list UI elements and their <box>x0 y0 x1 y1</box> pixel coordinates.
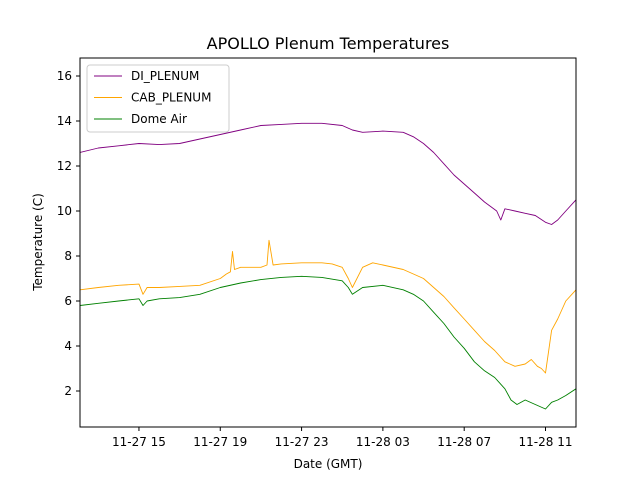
y-tick-label: 2 <box>64 384 72 398</box>
legend-label-cab-plenum: CAB_PLENUM <box>131 91 211 105</box>
legend-label-di-plenum: DI_PLENUM <box>131 69 199 83</box>
plot-frame <box>79 57 577 428</box>
legend-label-dome-air: Dome Air <box>131 112 187 126</box>
x-tick-label: 11-27 15 <box>112 435 166 449</box>
y-tick-label: 14 <box>57 114 72 128</box>
x-tick-label: 11-28 03 <box>356 435 410 449</box>
y-tick-label: 6 <box>64 294 72 308</box>
y-tick-label: 12 <box>57 159 72 173</box>
x-tick-label: 11-28 07 <box>437 435 491 449</box>
y-tick-label: 4 <box>64 339 72 353</box>
tick-layer: 11-27 15 11-27 19 11-27 23 11-28 03 11-28 07… <box>57 69 573 449</box>
y-tick-label: 10 <box>57 204 72 218</box>
x-tick-label: 11-27 23 <box>275 435 329 449</box>
legend-box <box>86 64 230 133</box>
chart-title: APOLLO Plenum Temperatures <box>207 34 450 53</box>
series-line-dome-air <box>80 275 576 410</box>
y-axis-label: Temperature (C) <box>31 193 45 292</box>
x-tick-label: 11-28 11 <box>519 435 573 449</box>
series-line-di-plenum <box>80 122 576 225</box>
series-line-cab-plenum <box>80 239 576 374</box>
x-tick-label: 11-27 19 <box>193 435 247 449</box>
legend: DI_PLENUM CAB_PLENUM Dome Air <box>86 64 230 133</box>
y-tick-label: 16 <box>57 69 72 83</box>
x-axis-label: Date (GMT) <box>294 457 363 471</box>
y-tick-label: 8 <box>64 249 72 263</box>
series-layer <box>80 122 576 410</box>
